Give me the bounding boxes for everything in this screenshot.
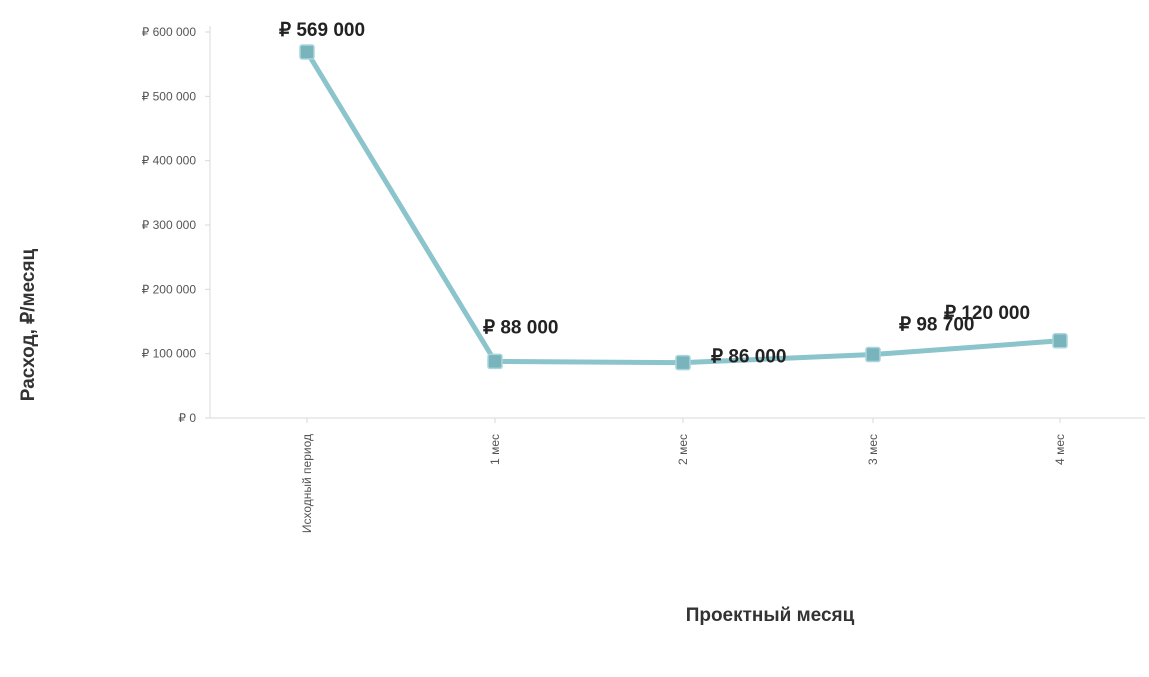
x-tick-label: 4 мес (1053, 434, 1067, 465)
x-axis-title: Проектный месяц (686, 605, 855, 626)
y-axis: ₽ 0 ₽ 100 000 ₽ 200 000 ₽ 300 000 ₽ 400 000 ₽… (142, 25, 211, 425)
data-label: ₽ 86 000 (711, 347, 786, 368)
y-tick-label: ₽ 100 000 (142, 347, 197, 361)
data-label: ₽ 120 000 (944, 303, 1030, 324)
y-tick-label: ₽ 400 000 (142, 154, 197, 168)
y-axis-title: Расход, ₽/месяц (18, 248, 39, 401)
series-layer (299, 44, 1068, 371)
y-tick-label: ₽ 0 (178, 411, 196, 425)
data-point (299, 44, 315, 60)
y-tick-label: ₽ 600 000 (142, 25, 197, 39)
data-point (1052, 333, 1068, 349)
x-axis: Исходный период 1 мес 2 мес 3 мес 4 мес (210, 417, 1145, 533)
x-tick-label: Исходный период (300, 434, 314, 533)
y-tick-label: ₽ 200 000 (142, 282, 197, 296)
y-tick-label: ₽ 300 000 (142, 218, 197, 232)
data-labels: ₽ 569 000 ₽ 88 000 ₽ 86 000 ₽ 98 700₽ 120 0… (279, 20, 1030, 368)
x-tick-label: 1 мес (488, 434, 502, 465)
data-point (675, 354, 691, 371)
y-tick-label: ₽ 500 000 (142, 89, 197, 103)
data-label: ₽ 569 000 (279, 20, 365, 41)
data-point (865, 346, 881, 363)
data-point (487, 353, 503, 370)
data-label: ₽ 98 700 (899, 315, 974, 336)
x-tick-label: 3 мес (866, 434, 880, 465)
data-label: ₽ 88 000 (483, 317, 558, 338)
x-tick-label: 2 мес (676, 434, 690, 465)
